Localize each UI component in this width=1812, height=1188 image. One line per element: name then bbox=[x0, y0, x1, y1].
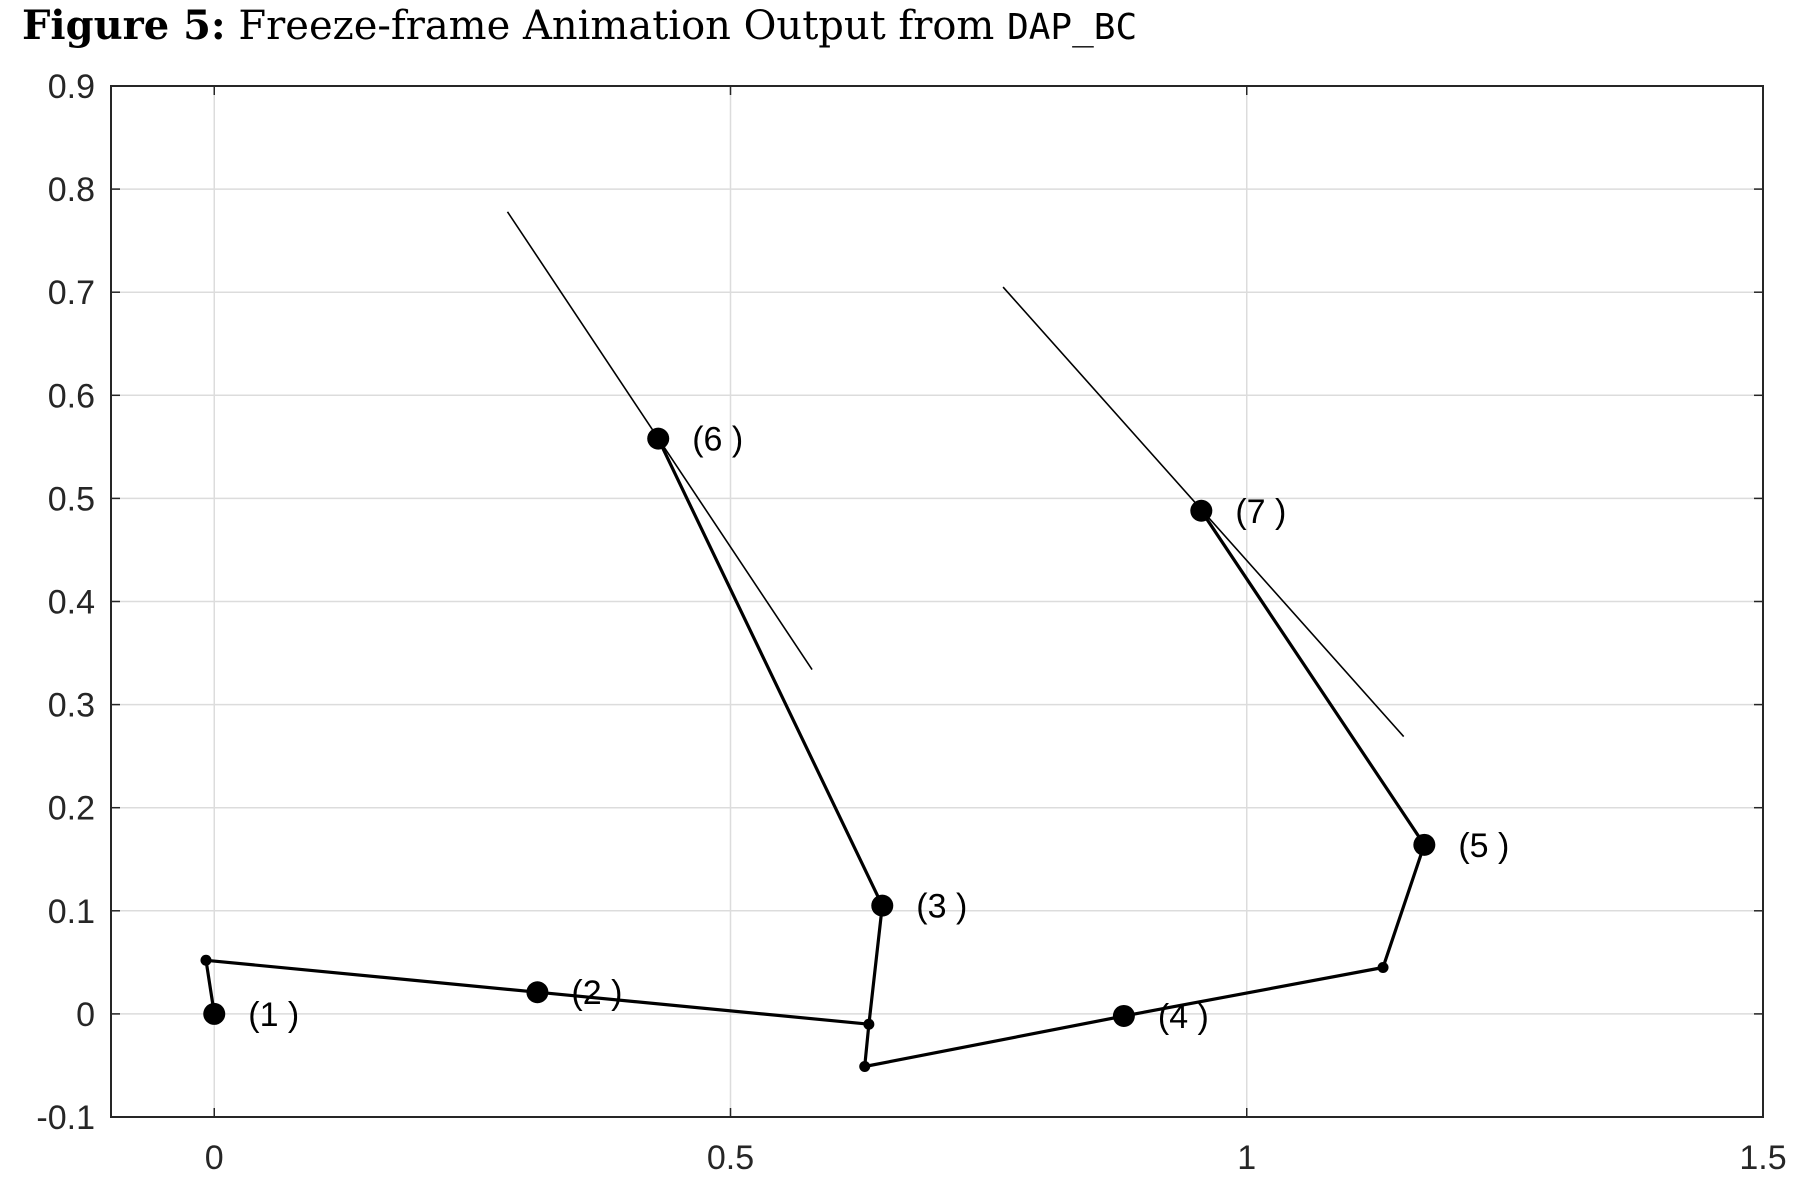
axis-ticks: 0 0.5 1 1.5 -0.1 0 0.1 0.2 0.3 0.4 0.5 0.6 0.7 0.8 0.9 bbox=[36, 68, 1786, 1177]
figure-title: Figure 5: Freeze-frame Animation Output … bbox=[22, 2, 1137, 49]
point-label: (5 ) bbox=[1458, 827, 1509, 865]
joint-marker bbox=[859, 1060, 871, 1072]
x-tick-label: 1 bbox=[1237, 1139, 1256, 1177]
y-tick-label: -0.1 bbox=[36, 1099, 95, 1137]
y-tick-label: 0.4 bbox=[48, 584, 95, 622]
y-tick-label: 0.3 bbox=[48, 687, 95, 725]
y-tick-label: 0.6 bbox=[48, 377, 95, 415]
y-tick-label: 0.7 bbox=[48, 274, 95, 312]
point-label: (6 ) bbox=[692, 421, 743, 459]
y-tick-label: 0.8 bbox=[48, 171, 95, 209]
point-label: (4 ) bbox=[1158, 998, 1209, 1036]
point-marker bbox=[647, 427, 670, 450]
figure-label: Figure 5: bbox=[22, 2, 226, 49]
y-tick-label: 0.2 bbox=[48, 790, 95, 828]
x-tick-label: 1.5 bbox=[1739, 1139, 1786, 1177]
y-tick-label: 0.1 bbox=[48, 893, 95, 931]
point-label: (2 ) bbox=[571, 974, 622, 1012]
linkage-series-line bbox=[204, 437, 1426, 1069]
joint-marker bbox=[200, 954, 212, 966]
y-tick-label: 0.5 bbox=[48, 480, 95, 518]
figure-code-name: DAP_BC bbox=[1007, 7, 1138, 48]
y-tick-label: 0.9 bbox=[48, 68, 95, 106]
grid-lines bbox=[111, 85, 1764, 1118]
point-marker bbox=[871, 894, 894, 917]
point-label: (7 ) bbox=[1235, 493, 1286, 531]
point-marker bbox=[1190, 499, 1213, 522]
data-layer: (1 ) (2 ) (3 ) (4 ) (5 ) (6 ) (7 ) bbox=[200, 211, 1509, 1072]
y-tick-label: 0 bbox=[76, 996, 95, 1034]
figure-title-text: Freeze-frame Animation Output from bbox=[238, 3, 995, 49]
point-label: (1 ) bbox=[248, 996, 299, 1034]
point-marker bbox=[1413, 833, 1436, 856]
x-tick-label: 0.5 bbox=[707, 1139, 754, 1177]
x-tick-label: 0 bbox=[205, 1139, 224, 1177]
point-marker bbox=[526, 981, 549, 1004]
joint-marker bbox=[1377, 962, 1389, 974]
point-marker bbox=[1112, 1004, 1135, 1027]
point-label: (3 ) bbox=[916, 888, 967, 926]
joint-marker bbox=[863, 1018, 875, 1030]
point-marker bbox=[203, 1002, 226, 1025]
